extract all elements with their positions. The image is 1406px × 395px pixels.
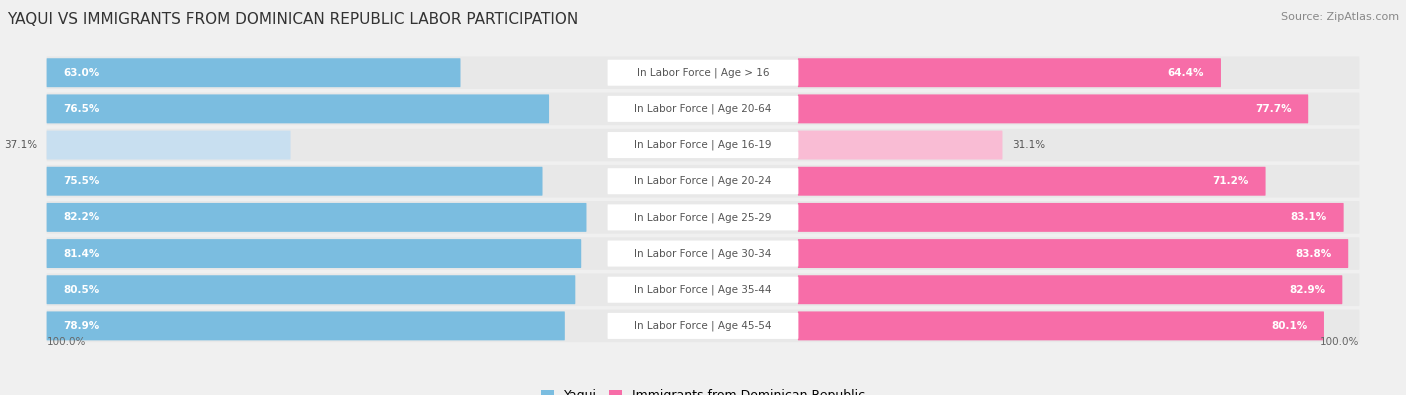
FancyBboxPatch shape [797,311,1324,340]
FancyBboxPatch shape [46,56,1360,89]
Text: 71.2%: 71.2% [1212,176,1249,186]
FancyBboxPatch shape [797,167,1265,196]
Text: In Labor Force | Age 45-54: In Labor Force | Age 45-54 [634,321,772,331]
FancyBboxPatch shape [797,131,1002,160]
FancyBboxPatch shape [46,239,581,268]
FancyBboxPatch shape [607,168,799,194]
FancyBboxPatch shape [607,132,799,158]
Text: 83.8%: 83.8% [1295,248,1331,259]
FancyBboxPatch shape [46,131,291,160]
FancyBboxPatch shape [797,58,1220,87]
FancyBboxPatch shape [46,237,1360,270]
Text: 82.9%: 82.9% [1289,285,1326,295]
Text: 81.4%: 81.4% [63,248,100,259]
Text: In Labor Force | Age 16-19: In Labor Force | Age 16-19 [634,140,772,150]
FancyBboxPatch shape [46,129,1360,161]
Text: In Labor Force | Age 25-29: In Labor Force | Age 25-29 [634,212,772,223]
Text: 37.1%: 37.1% [4,140,37,150]
Text: 82.2%: 82.2% [63,213,100,222]
Text: 77.7%: 77.7% [1256,104,1292,114]
FancyBboxPatch shape [46,310,1360,342]
Text: 63.0%: 63.0% [63,68,100,78]
FancyBboxPatch shape [46,311,565,340]
FancyBboxPatch shape [46,165,1360,198]
Text: 100.0%: 100.0% [1320,337,1360,347]
Text: In Labor Force | Age 35-44: In Labor Force | Age 35-44 [634,284,772,295]
FancyBboxPatch shape [46,273,1360,306]
Text: 78.9%: 78.9% [63,321,100,331]
FancyBboxPatch shape [607,313,799,339]
Text: In Labor Force | Age 20-64: In Labor Force | Age 20-64 [634,103,772,114]
FancyBboxPatch shape [797,94,1308,123]
FancyBboxPatch shape [797,239,1348,268]
Text: Source: ZipAtlas.com: Source: ZipAtlas.com [1281,12,1399,22]
Text: In Labor Force | Age 30-34: In Labor Force | Age 30-34 [634,248,772,259]
Text: 83.1%: 83.1% [1291,213,1327,222]
FancyBboxPatch shape [46,275,575,304]
FancyBboxPatch shape [797,275,1343,304]
Text: 80.5%: 80.5% [63,285,100,295]
FancyBboxPatch shape [797,203,1344,232]
FancyBboxPatch shape [46,92,1360,125]
Text: 31.1%: 31.1% [1012,140,1045,150]
FancyBboxPatch shape [607,241,799,267]
FancyBboxPatch shape [46,201,1360,234]
FancyBboxPatch shape [46,203,586,232]
Text: In Labor Force | Age > 16: In Labor Force | Age > 16 [637,68,769,78]
Text: 100.0%: 100.0% [46,337,86,347]
FancyBboxPatch shape [607,96,799,122]
FancyBboxPatch shape [46,167,543,196]
Text: 80.1%: 80.1% [1271,321,1308,331]
FancyBboxPatch shape [607,277,799,303]
FancyBboxPatch shape [607,60,799,86]
FancyBboxPatch shape [46,94,550,123]
Text: 75.5%: 75.5% [63,176,100,186]
Text: 64.4%: 64.4% [1168,68,1205,78]
FancyBboxPatch shape [46,58,461,87]
Legend: Yaqui, Immigrants from Dominican Republic: Yaqui, Immigrants from Dominican Republi… [536,384,870,395]
Text: In Labor Force | Age 20-24: In Labor Force | Age 20-24 [634,176,772,186]
Text: YAQUI VS IMMIGRANTS FROM DOMINICAN REPUBLIC LABOR PARTICIPATION: YAQUI VS IMMIGRANTS FROM DOMINICAN REPUB… [7,12,578,27]
FancyBboxPatch shape [607,204,799,230]
Text: 76.5%: 76.5% [63,104,100,114]
